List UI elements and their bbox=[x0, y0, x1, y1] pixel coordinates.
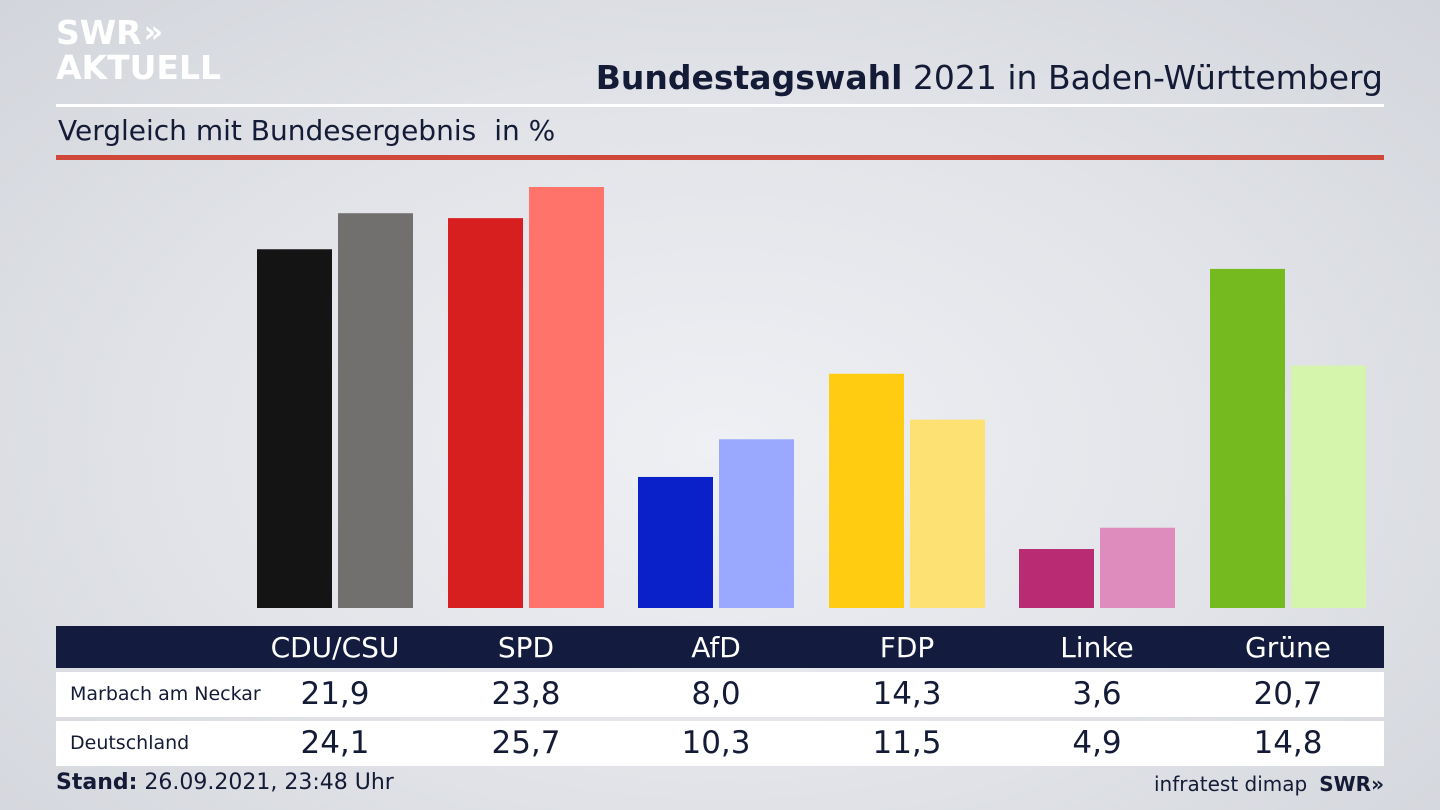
column-header: Grüne bbox=[1245, 631, 1331, 664]
table-cell: 10,3 bbox=[681, 725, 751, 761]
column-header: SPD bbox=[497, 631, 555, 664]
column-header: AfD bbox=[691, 631, 741, 664]
table-cell: 21,9 bbox=[300, 676, 370, 712]
timestamp: Stand: 26.09.2021, 23:48 Uhr bbox=[56, 770, 394, 795]
table-cell: 23,8 bbox=[491, 676, 561, 712]
subtitle-text: Vergleich mit Bundesergebnis bbox=[58, 114, 477, 147]
bar-gr-ne-local bbox=[1210, 268, 1285, 608]
title-divider bbox=[56, 104, 1384, 107]
bar-gr-ne-national bbox=[1291, 365, 1366, 608]
table-cell: 25,7 bbox=[491, 725, 561, 761]
bar-spd-national bbox=[529, 187, 604, 608]
bar-linke-national bbox=[1100, 527, 1175, 608]
bar-cdu-csu-local bbox=[257, 249, 332, 608]
column-header: FDP bbox=[879, 631, 935, 664]
subtitle-divider bbox=[56, 155, 1384, 160]
table-row-marbach: Marbach am Neckar 21,9 23,8 8,0 14,3 3,6 20,7 bbox=[56, 672, 1384, 717]
row-label: Deutschland bbox=[70, 732, 190, 754]
chart-subtitle: Vergleich mit Bundesergebnis in % bbox=[58, 114, 555, 147]
column-header: Linke bbox=[1060, 631, 1134, 664]
table-cell: 14,8 bbox=[1253, 725, 1323, 761]
table-row-deutschland: Deutschland 24,1 25,7 10,3 11,5 4,9 14,8 bbox=[56, 721, 1384, 766]
swr-logo-small: SWR» bbox=[1319, 772, 1384, 796]
stand-value: 26.09.2021, 23:48 Uhr bbox=[137, 770, 394, 795]
logo-swr-text: SWR bbox=[56, 13, 142, 52]
bar-afd-local bbox=[638, 476, 713, 608]
results-table: CDU/CSU SPD AfD FDP Linke Grüne Marbach am Ne… bbox=[56, 626, 1384, 766]
source-credit: infratest dimap SWR» bbox=[1154, 772, 1384, 796]
title-bold: Bundestagswahl bbox=[595, 58, 903, 97]
row-label: Marbach am Neckar bbox=[70, 683, 261, 705]
stand-label: Stand: bbox=[56, 770, 138, 795]
logo-aktuell-text: AKTUELL bbox=[56, 48, 222, 87]
table-cell: 14,3 bbox=[872, 676, 942, 712]
bar-linke-local bbox=[1019, 549, 1094, 608]
title-rest: 2021 in Baden-Württemberg bbox=[902, 58, 1383, 97]
table-cell: 20,7 bbox=[1253, 676, 1323, 712]
bar-afd-national bbox=[719, 439, 794, 608]
swr-aktuell-logo: SWR» AKTUELL bbox=[56, 16, 221, 84]
table-cell: 3,6 bbox=[1072, 676, 1122, 712]
source-name: infratest dimap bbox=[1154, 772, 1308, 796]
bar-fdp-national bbox=[910, 419, 985, 608]
table-cell: 11,5 bbox=[872, 725, 942, 761]
bar-spd-local bbox=[448, 218, 523, 608]
page-title: Bundestagswahl 2021 in Baden-Württemberg bbox=[596, 58, 1383, 97]
table-cell: 4,9 bbox=[1072, 725, 1122, 761]
table-cell: 8,0 bbox=[691, 676, 741, 712]
table-header-row: CDU/CSU SPD AfD FDP Linke Grüne bbox=[56, 626, 1384, 668]
table-cell: 24,1 bbox=[300, 725, 370, 761]
column-header: CDU/CSU bbox=[270, 631, 400, 664]
bar-fdp-local bbox=[829, 373, 904, 608]
bar-cdu-csu-national bbox=[338, 213, 413, 608]
subtitle-unit: in % bbox=[494, 114, 556, 147]
